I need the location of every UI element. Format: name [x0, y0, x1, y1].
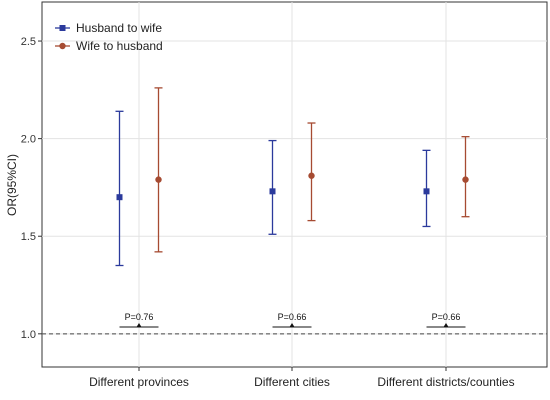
y-axis-title: OR(95%CI) — [5, 154, 19, 216]
legend: Husband to wife Wife to husband — [55, 21, 163, 53]
bracket-triangle — [136, 323, 142, 327]
bracket-triangle — [443, 323, 449, 327]
legend-item-0: Husband to wife — [55, 21, 162, 35]
plot-panel — [41, 1, 548, 368]
errorbar-s1-c1 — [307, 122, 316, 222]
errorbar-s1-c0 — [154, 87, 163, 253]
p-value-1: P=0.66 — [272, 312, 312, 328]
errorbar-s0-c1 — [268, 139, 277, 235]
p-value-2: P=0.66 — [426, 312, 466, 328]
p-value-0: P=0.76 — [119, 312, 159, 328]
point-estimate — [269, 188, 276, 195]
x-axis: Different provinces Different cities Diffe… — [89, 367, 515, 389]
errorbar-s1-c2 — [461, 136, 470, 218]
legend-marker-square — [59, 25, 66, 31]
point-estimate — [308, 172, 315, 179]
legend-item-1: Wife to husband — [55, 39, 163, 53]
x-tick-label-2: Different districts/counties — [377, 375, 514, 389]
point-estimate — [155, 176, 162, 183]
y-tick-label-1: 1.5 — [21, 231, 36, 243]
errorbar-s0-c2 — [422, 149, 431, 228]
p-value-label: P=0.66 — [278, 312, 307, 322]
data-marks — [115, 87, 470, 267]
y-axis: 1.0 1.5 2.0 2.5 — [21, 36, 42, 341]
bracket-triangle — [289, 323, 295, 327]
legend-marker-circle — [59, 42, 66, 50]
y-tick-label-3: 2.5 — [21, 36, 36, 48]
legend-label: Wife to husband — [76, 39, 163, 53]
p-value-annotations: P=0.76 P=0.66 P=0.66 — [119, 312, 466, 328]
x-tick-label-0: Different provinces — [89, 375, 189, 389]
y-tick-label-2: 2.0 — [21, 134, 36, 146]
legend-label: Husband to wife — [76, 21, 162, 35]
p-value-label: P=0.66 — [432, 312, 461, 322]
x-tick-label-1: Different cities — [254, 375, 330, 389]
y-tick-label-0: 1.0 — [21, 329, 36, 341]
point-estimate — [423, 188, 430, 195]
errorbar-s0-c0 — [115, 110, 124, 267]
point-estimate — [462, 176, 469, 183]
p-value-label: P=0.76 — [125, 312, 154, 322]
point-estimate — [116, 194, 123, 201]
